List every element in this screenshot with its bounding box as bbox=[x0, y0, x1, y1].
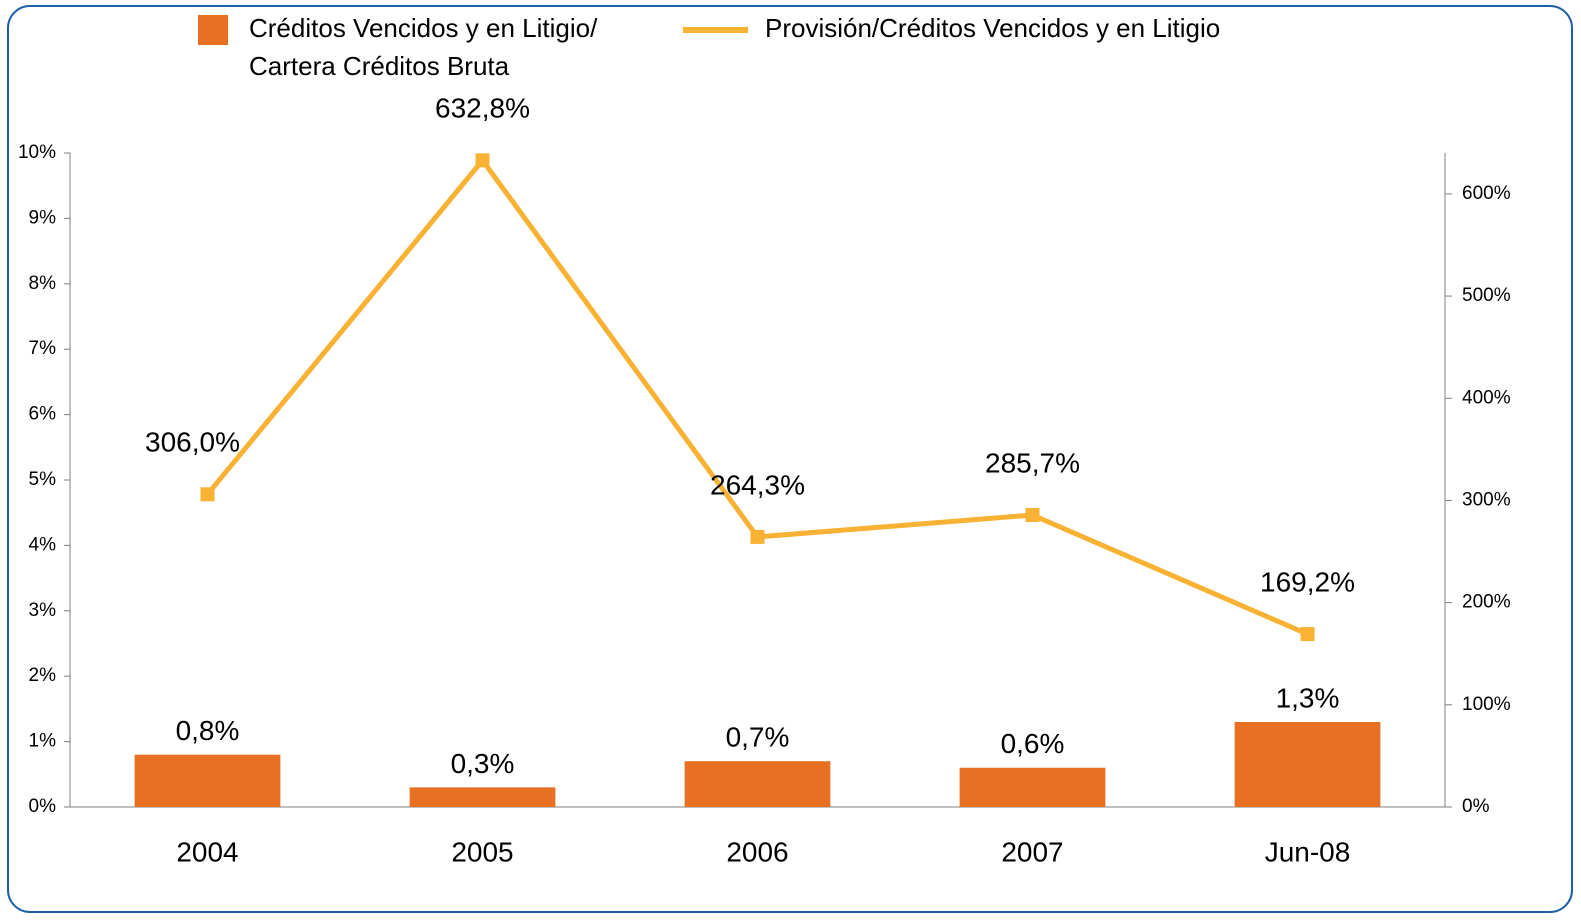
bar bbox=[1234, 721, 1381, 807]
line-value-label: 285,7% bbox=[985, 447, 1080, 478]
bar bbox=[959, 767, 1106, 807]
legend-label: Provisión/Créditos Vencidos y en Litigio bbox=[765, 13, 1220, 43]
y-tick-label: 7% bbox=[29, 338, 57, 359]
bar-value-label: 0,6% bbox=[1001, 728, 1065, 759]
y2-tick-label: 0% bbox=[1462, 796, 1490, 817]
x-tick-label: 2006 bbox=[726, 836, 788, 867]
line-value-label: 169,2% bbox=[1260, 566, 1355, 597]
x-tick-label: 2005 bbox=[451, 836, 513, 867]
x-tick-label: 2007 bbox=[1001, 836, 1063, 867]
legend-label: Créditos Vencidos y en Litigio/Cartera C… bbox=[249, 13, 598, 81]
y-tick-label: 0% bbox=[29, 796, 57, 817]
y-tick-label: 1% bbox=[29, 731, 57, 752]
line-value-label: 306,0% bbox=[145, 427, 240, 458]
bar-value-label: 0,8% bbox=[176, 715, 240, 746]
legend-label-line: Créditos Vencidos y en Litigio/ bbox=[249, 13, 598, 43]
y2-tick-label: 600% bbox=[1462, 183, 1511, 204]
bar bbox=[409, 787, 556, 807]
legend-label-line: Cartera Créditos Bruta bbox=[249, 51, 510, 81]
bar-value-label: 0,7% bbox=[726, 722, 790, 753]
y-tick-label: 8% bbox=[29, 273, 57, 294]
line-marker bbox=[750, 529, 765, 544]
y2-tick-label: 400% bbox=[1462, 387, 1511, 408]
y-tick-label: 4% bbox=[29, 534, 57, 555]
x-tick-label: Jun-08 bbox=[1265, 836, 1351, 867]
x-tick-label: 2004 bbox=[176, 836, 238, 867]
bar-value-label: 1,3% bbox=[1276, 682, 1340, 713]
y2-tick-label: 200% bbox=[1462, 592, 1511, 613]
y-tick-label: 5% bbox=[29, 469, 57, 490]
legend-swatch bbox=[198, 15, 228, 45]
y-tick-label: 10% bbox=[18, 142, 56, 163]
y2-tick-label: 300% bbox=[1462, 489, 1511, 510]
y-tick-label: 9% bbox=[29, 207, 57, 228]
y2-tick-label: 500% bbox=[1462, 285, 1511, 306]
line-marker bbox=[1025, 508, 1040, 523]
line-marker bbox=[1300, 627, 1315, 642]
y-tick-label: 6% bbox=[29, 404, 57, 425]
y-tick-label: 2% bbox=[29, 665, 57, 686]
frame bbox=[7, 5, 1573, 913]
line-marker bbox=[200, 487, 215, 502]
line-marker bbox=[475, 153, 490, 168]
line-value-label: 632,8% bbox=[435, 93, 530, 124]
bar bbox=[684, 761, 831, 807]
bar bbox=[134, 754, 281, 807]
line-value-label: 264,3% bbox=[710, 469, 805, 500]
y-tick-label: 3% bbox=[29, 600, 57, 621]
y2-tick-label: 100% bbox=[1462, 694, 1511, 715]
bar-value-label: 0,3% bbox=[451, 748, 515, 779]
